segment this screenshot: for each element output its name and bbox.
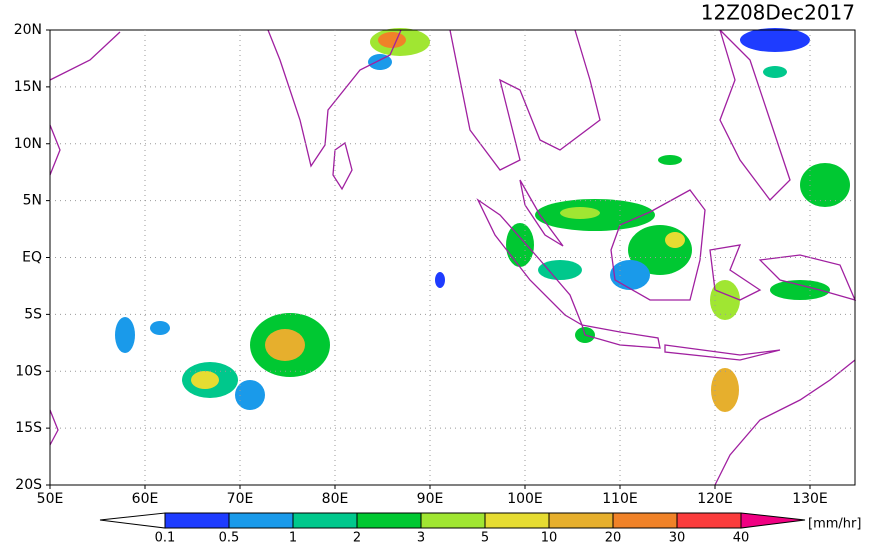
lon-label: 130E (792, 491, 828, 507)
colorbar-high-arrow (740, 512, 806, 529)
lon-label: 70E (227, 491, 254, 507)
colorbar-swatch (228, 512, 294, 529)
colorbar-swatch (548, 512, 614, 529)
colorbar-swatch (484, 512, 550, 529)
lon-label: 100E (507, 491, 543, 507)
lat-label: 15N (14, 79, 42, 95)
lat-label: 5N (23, 193, 42, 209)
colorbar-swatch (612, 512, 678, 529)
colorbar-label: 0.1 (155, 531, 176, 544)
colorbar-swatch (164, 512, 230, 529)
lat-label: 10N (14, 136, 42, 152)
colorbar-label: 0.5 (219, 531, 240, 544)
colorbar-label: 2 (353, 531, 361, 544)
lat-label: 10S (15, 363, 42, 379)
lat-label: 5S (24, 306, 42, 322)
lon-label: 60E (132, 491, 159, 507)
colorbar-low-arrow (99, 512, 166, 529)
colorbar-label: 20 (605, 531, 622, 544)
lat-label: EQ (22, 250, 42, 266)
coastlines (49, 29, 857, 486)
colorbar-label: 40 (733, 531, 750, 544)
colorbar-swatch (420, 512, 486, 529)
colorbar-swatch (676, 512, 742, 529)
colorbar: 0.1 0.5 1 2 3 5 10 20 30 40 [mm/hr] (99, 512, 861, 544)
colorbar-label: 5 (481, 531, 489, 544)
colorbar-label: 10 (541, 531, 558, 544)
lon-label: 120E (697, 491, 733, 507)
lon-label: 50E (37, 491, 64, 507)
colorbar-label: 3 (417, 531, 425, 544)
lon-label: 110E (602, 491, 638, 507)
colorbar-label: 1 (289, 531, 297, 544)
lon-label: 90E (417, 491, 444, 507)
colorbar-label: 30 (669, 531, 686, 544)
lat-label: 20S (15, 477, 42, 493)
colorbar-swatch (356, 512, 422, 529)
map-title: 12Z08Dec2017 (701, 1, 855, 25)
lon-label: 80E (322, 491, 349, 507)
lat-label: 15S (15, 420, 42, 436)
lat-label: 20N (14, 22, 42, 38)
colorbar-unit: [mm/hr] (808, 517, 861, 532)
rain-areas (115, 28, 850, 412)
colorbar-swatch (292, 512, 358, 529)
